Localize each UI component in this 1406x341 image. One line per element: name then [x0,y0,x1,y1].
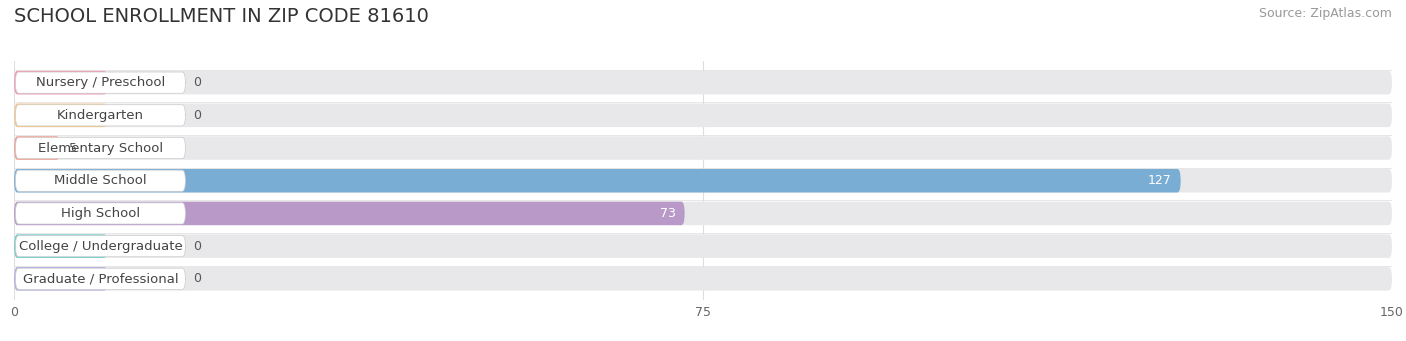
FancyBboxPatch shape [14,234,1392,258]
FancyBboxPatch shape [14,202,685,225]
FancyBboxPatch shape [14,136,1392,160]
FancyBboxPatch shape [14,71,1392,94]
FancyBboxPatch shape [15,268,186,290]
Text: Kindergarten: Kindergarten [56,109,143,122]
Text: 0: 0 [193,240,201,253]
Text: Elementary School: Elementary School [38,142,163,154]
FancyBboxPatch shape [14,136,60,160]
Text: Source: ZipAtlas.com: Source: ZipAtlas.com [1258,7,1392,20]
FancyBboxPatch shape [15,236,186,257]
FancyBboxPatch shape [14,71,107,94]
Text: Graduate / Professional: Graduate / Professional [22,272,179,285]
FancyBboxPatch shape [15,170,186,191]
Text: College / Undergraduate: College / Undergraduate [18,240,183,253]
Text: Middle School: Middle School [53,174,146,187]
FancyBboxPatch shape [15,137,186,159]
FancyBboxPatch shape [14,104,107,127]
Text: 0: 0 [193,272,201,285]
FancyBboxPatch shape [14,202,1392,225]
FancyBboxPatch shape [14,234,107,258]
Text: 0: 0 [193,76,201,89]
Text: Nursery / Preschool: Nursery / Preschool [35,76,165,89]
Text: 127: 127 [1147,174,1171,187]
FancyBboxPatch shape [14,267,1392,291]
Text: 73: 73 [659,207,675,220]
FancyBboxPatch shape [14,267,107,291]
Text: High School: High School [60,207,141,220]
FancyBboxPatch shape [14,169,1392,193]
FancyBboxPatch shape [14,104,1392,127]
FancyBboxPatch shape [15,203,186,224]
Text: 0: 0 [193,109,201,122]
FancyBboxPatch shape [15,72,186,93]
Text: SCHOOL ENROLLMENT IN ZIP CODE 81610: SCHOOL ENROLLMENT IN ZIP CODE 81610 [14,7,429,26]
FancyBboxPatch shape [15,105,186,126]
Text: 5: 5 [69,142,77,154]
FancyBboxPatch shape [14,169,1181,193]
